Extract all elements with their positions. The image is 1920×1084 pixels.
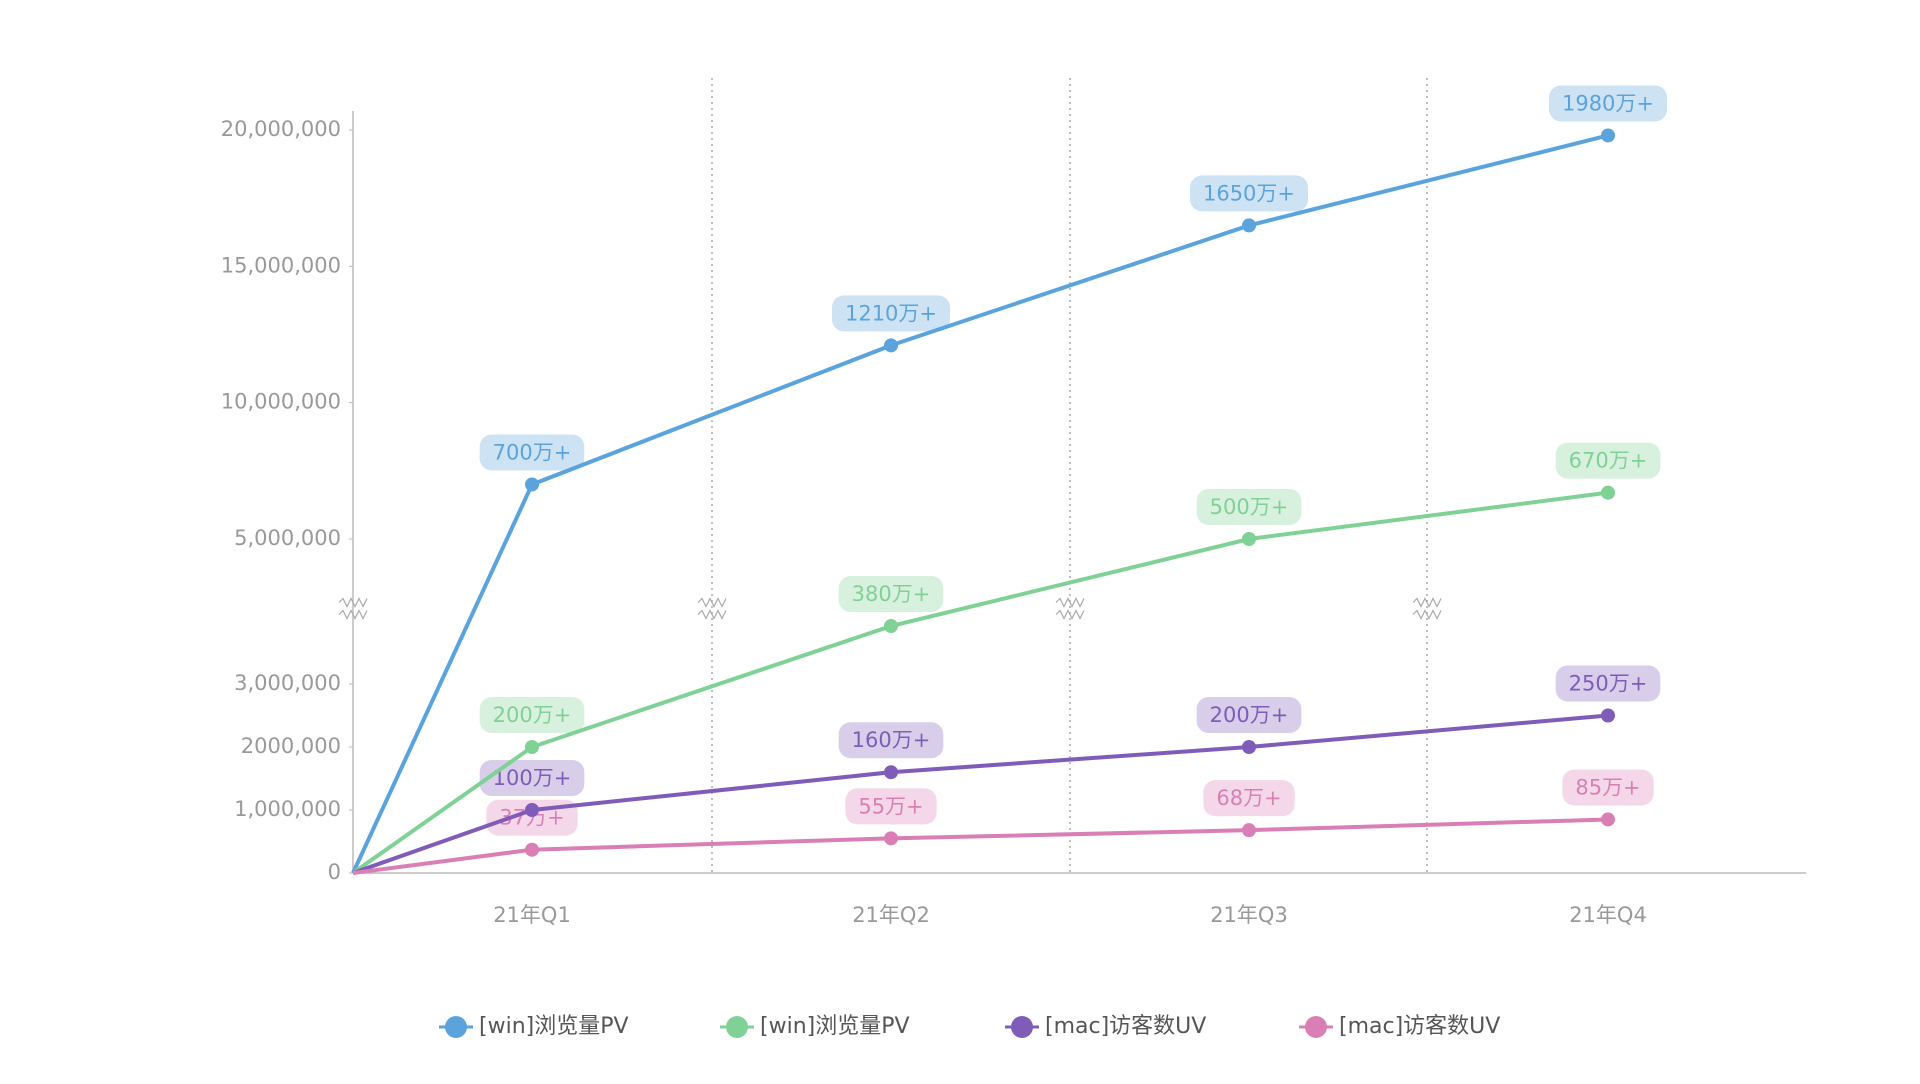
point [1242, 532, 1256, 546]
value-label: 1210万+ [845, 301, 937, 325]
value-label: 500万+ [1210, 495, 1289, 519]
point [1601, 128, 1615, 143]
legend-label: [mac]访客数UV [1045, 1014, 1206, 1039]
label-bg [1196, 489, 1302, 525]
value-label: 68万+ [1216, 786, 1281, 810]
value-label: 200万+ [1210, 703, 1289, 727]
axis-break [697, 609, 727, 620]
data-label: 380万+ [838, 576, 944, 612]
point [525, 740, 539, 754]
point [884, 831, 898, 846]
value-label: 380万+ [852, 582, 931, 606]
label-bg [1189, 175, 1309, 212]
value-label: 160万+ [852, 728, 931, 752]
value-label: 670万+ [1569, 449, 1648, 473]
label-bg [1196, 697, 1302, 733]
y-tick-label: 5,000,000 [234, 526, 341, 550]
point [1601, 485, 1615, 500]
data-label: 68万+ [1203, 780, 1295, 817]
point [884, 765, 898, 780]
value-label: 200万+ [493, 703, 572, 727]
point [884, 338, 898, 353]
x-tick-label: 21年Q4 [1569, 903, 1647, 927]
label-bg [1555, 665, 1661, 702]
data-label: 1650万+ [1189, 175, 1309, 212]
axis-break [1412, 597, 1442, 608]
point [1242, 218, 1256, 233]
labels: 700万+ 1210万+ 1650万+ 1980万+ 200万+ 380万+ 500万+ 67… [479, 85, 1668, 836]
point [1242, 823, 1256, 838]
point [1242, 740, 1256, 754]
point [525, 803, 539, 817]
value-label: 55万+ [858, 794, 923, 818]
label-bg [479, 697, 585, 733]
axis-break [1412, 609, 1442, 620]
axis-break [338, 609, 368, 620]
legend-marker [445, 1016, 467, 1038]
y-tick-label: 2000,000 [241, 734, 341, 758]
label-bg [838, 722, 944, 759]
axis-break [1055, 597, 1085, 608]
data-label: 1980万+ [1548, 85, 1668, 122]
label-bg [831, 295, 951, 332]
y-tick-label: 10,000,000 [221, 390, 341, 414]
axis-break [1055, 609, 1085, 620]
point [1601, 812, 1615, 827]
label-bg [1203, 780, 1295, 817]
point [884, 619, 898, 633]
y-tick-label: 3,000,000 [234, 671, 341, 695]
data-label: 200万+ [479, 697, 585, 733]
point [525, 477, 539, 492]
value-label: 85万+ [1575, 775, 1640, 799]
axis-break [697, 597, 727, 608]
data-label: 85万+ [1562, 769, 1654, 806]
axis-break [338, 597, 368, 608]
legend-label: [win]浏览量PV [479, 1014, 629, 1039]
label-bg [479, 760, 585, 796]
data-label: 700万+ [479, 434, 585, 471]
data-label: 500万+ [1196, 489, 1302, 525]
label-bg [1555, 442, 1661, 479]
data-label: 160万+ [838, 722, 944, 759]
y-tick-label: 0 [328, 860, 341, 884]
x-tick-label: 21年Q3 [1210, 903, 1288, 927]
value-label: 250万+ [1569, 672, 1648, 696]
data-label: 250万+ [1555, 665, 1661, 702]
label-bg [845, 788, 937, 825]
legend-marker [1305, 1016, 1327, 1038]
label-bg [838, 576, 944, 612]
y-tick-label: 15,000,000 [221, 253, 341, 277]
legend-marker [726, 1016, 748, 1038]
legend-label: [win]浏览量PV [760, 1014, 910, 1039]
point [1601, 708, 1615, 723]
value-label: 1650万+ [1203, 181, 1295, 205]
y-tick-label: 20,000,000 [221, 117, 341, 141]
label-bg [1562, 769, 1654, 806]
data-label: 1210万+ [831, 295, 951, 332]
point [525, 842, 539, 857]
legend-marker [1011, 1016, 1033, 1038]
legend-label: [mac]访客数UV [1339, 1014, 1500, 1039]
data-label: 200万+ [1196, 697, 1302, 733]
value-label: 700万+ [493, 440, 572, 464]
data-label: 670万+ [1555, 442, 1661, 479]
x-tick-label: 21年Q1 [493, 903, 571, 927]
label-bg [1548, 85, 1668, 122]
value-label: 1980万+ [1562, 91, 1654, 115]
x-tick-label: 21年Q2 [852, 903, 930, 927]
data-label: 55万+ [845, 788, 937, 825]
value-label: 100万+ [493, 766, 572, 790]
label-bg [479, 434, 585, 471]
y-tick-label: 1,000,000 [234, 797, 341, 821]
data-label: 100万+ [479, 760, 585, 796]
